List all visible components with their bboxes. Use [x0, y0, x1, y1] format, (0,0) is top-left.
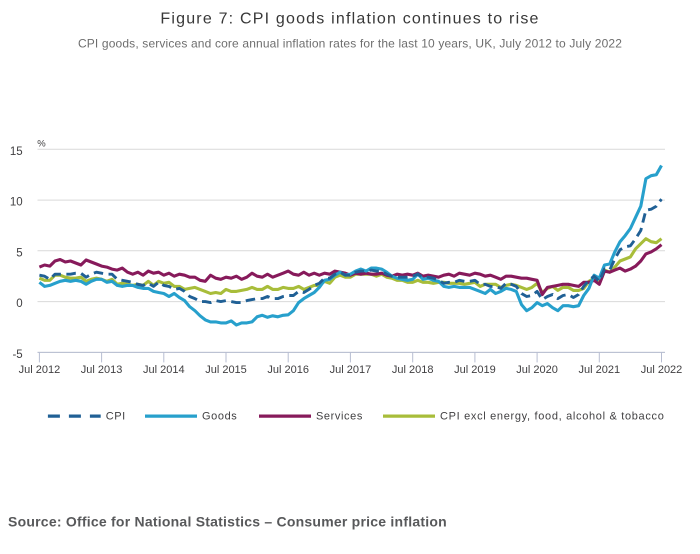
svg-text:Jul 2016: Jul 2016 — [267, 364, 309, 376]
svg-text:CPI excl energy, food, alcohol: CPI excl energy, food, alcohol & tobacco — [440, 411, 665, 423]
svg-text:Jul 2017: Jul 2017 — [330, 364, 372, 376]
svg-text:Figure 7: CPI goods inflation: Figure 7: CPI goods inflation continues … — [160, 11, 539, 28]
svg-text:Jul 2014: Jul 2014 — [143, 364, 185, 376]
svg-text:5: 5 — [16, 247, 22, 259]
svg-text:Jul 2013: Jul 2013 — [81, 364, 123, 376]
svg-text:Jul 2018: Jul 2018 — [392, 364, 434, 376]
svg-text:10: 10 — [10, 197, 23, 209]
svg-text:CPI: CPI — [106, 411, 126, 423]
svg-text:%: % — [37, 139, 46, 150]
svg-text:Services: Services — [316, 411, 363, 423]
svg-text:Jul 2019: Jul 2019 — [454, 364, 496, 376]
svg-text:0: 0 — [16, 298, 22, 310]
svg-text:15: 15 — [10, 146, 23, 158]
svg-text:Source: Office for National St: Source: Office for National Statistics –… — [8, 513, 447, 529]
svg-text:Goods: Goods — [202, 411, 237, 423]
svg-text:-5: -5 — [12, 349, 22, 361]
svg-text:Jul 2020: Jul 2020 — [516, 364, 558, 376]
svg-text:CPI goods, services and core a: CPI goods, services and core annual infl… — [78, 36, 622, 50]
svg-text:Jul 2022: Jul 2022 — [641, 364, 683, 376]
svg-text:Jul 2012: Jul 2012 — [19, 364, 61, 376]
svg-text:Jul 2015: Jul 2015 — [205, 364, 247, 376]
svg-text:Jul 2021: Jul 2021 — [579, 364, 621, 376]
